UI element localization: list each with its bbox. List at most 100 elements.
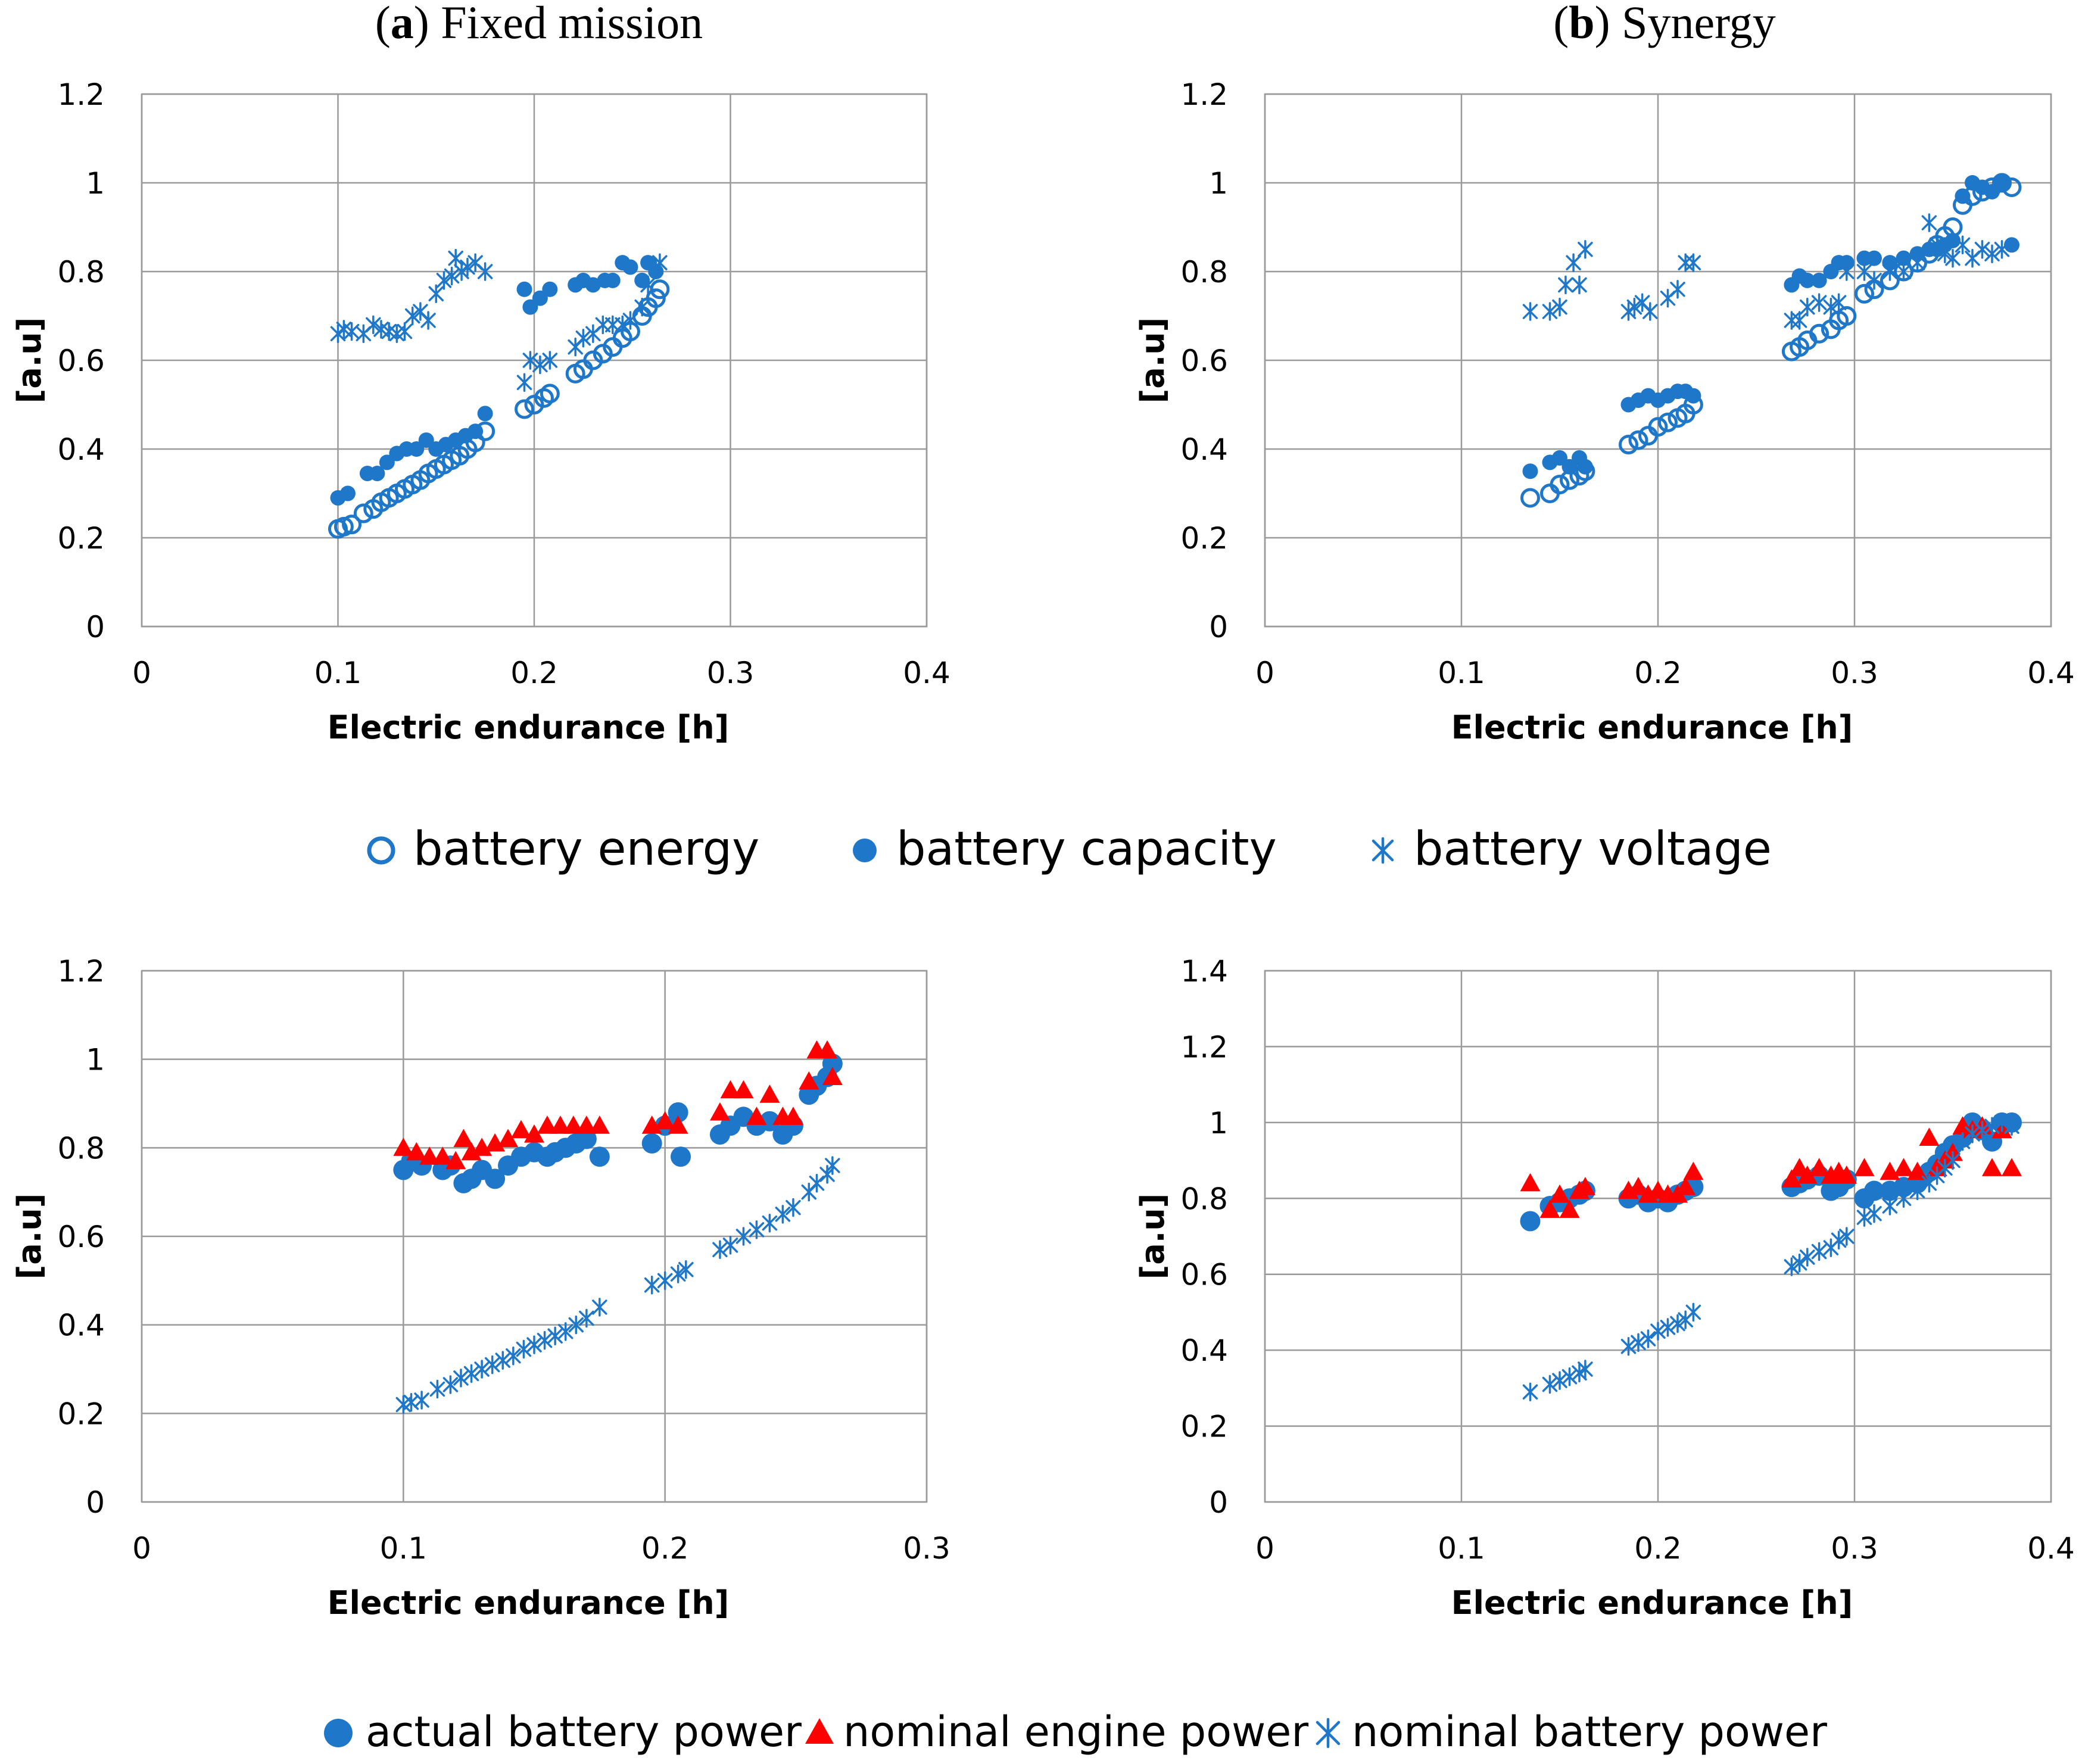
x-tick-label: 0.2 bbox=[510, 656, 558, 690]
data-point-triangle bbox=[1550, 1184, 1570, 1203]
x-tick-label: 0.3 bbox=[1831, 656, 1878, 690]
x-tick-label: 0.1 bbox=[1438, 656, 1485, 690]
data-point-star bbox=[1670, 280, 1685, 299]
data-point-triangle bbox=[668, 1115, 688, 1134]
x-tick-label: 0.4 bbox=[2027, 1531, 2075, 1566]
data-point-filled-circle bbox=[1520, 1211, 1541, 1232]
data-point-star bbox=[547, 1326, 563, 1345]
data-point-triangle bbox=[524, 1124, 544, 1143]
legend-filled-circle-marker bbox=[324, 1719, 353, 1747]
data-point-filled-circle bbox=[671, 1146, 691, 1167]
legend-bottom-item-nominal-battery: nominal battery power bbox=[1316, 1707, 1827, 1756]
data-point-triangle bbox=[1919, 1127, 1940, 1146]
data-point-star bbox=[429, 1379, 445, 1399]
data-point-star bbox=[762, 1213, 778, 1233]
x-tick-label: 0 bbox=[1255, 1531, 1274, 1566]
data-point-star bbox=[1784, 1257, 1800, 1276]
data-point-triangle bbox=[759, 1084, 780, 1103]
data-point-star bbox=[1791, 311, 1807, 330]
data-point-star bbox=[1921, 213, 1937, 232]
data-point-star bbox=[495, 1351, 511, 1370]
data-point-star bbox=[420, 311, 436, 330]
y-tick-label: 1.2 bbox=[57, 954, 105, 989]
legend-star-marker bbox=[1316, 1718, 1341, 1749]
y-tick-label: 0.6 bbox=[1180, 1258, 1228, 1292]
data-point-star bbox=[1620, 1337, 1637, 1356]
data-point-star bbox=[1839, 262, 1855, 281]
data-point-triangle bbox=[746, 1107, 767, 1125]
x-tick-label: 0 bbox=[132, 656, 151, 690]
data-point-triangle bbox=[1982, 1158, 2002, 1176]
data-point-triangle bbox=[1797, 1165, 1818, 1184]
data-point-open-circle bbox=[353, 503, 373, 523]
data-point-triangle bbox=[1675, 1177, 1696, 1195]
data-point-star bbox=[453, 1369, 469, 1388]
legend-top-label-voltage: battery voltage bbox=[1414, 822, 1772, 876]
legend-top-label-energy: battery energy bbox=[413, 822, 759, 876]
data-point-open-circle bbox=[342, 515, 362, 535]
legend-bottom-item-engine: nominal engine power bbox=[805, 1707, 1308, 1756]
data-point-star bbox=[652, 253, 668, 272]
legend-bottom-label-actual: actual battery power bbox=[366, 1707, 802, 1756]
data-point-star bbox=[557, 1322, 574, 1341]
panel-b-title-letter: b bbox=[1569, 0, 1594, 48]
x-axis-label: Electric endurance [h] bbox=[1451, 709, 1853, 746]
data-point-star bbox=[1955, 1132, 1971, 1151]
legend-star-marker bbox=[1372, 837, 1394, 864]
panel-b-title: (b) Synergy bbox=[1553, 0, 1775, 48]
data-point-triangle bbox=[1539, 1199, 1560, 1218]
data-point-star bbox=[537, 1330, 553, 1350]
data-point-star bbox=[516, 373, 532, 392]
data-point-star bbox=[568, 1315, 584, 1335]
x-tick-label: 0 bbox=[132, 1531, 151, 1566]
data-point-open-circle bbox=[1619, 435, 1638, 455]
data-point-star bbox=[484, 1355, 500, 1375]
data-point-filled-circle bbox=[1984, 183, 2000, 200]
y-tick-label: 0.2 bbox=[57, 1397, 105, 1431]
data-point-star bbox=[1831, 1230, 1847, 1250]
data-point-filled-circle bbox=[1799, 272, 1815, 288]
data-point-star bbox=[1984, 244, 2000, 263]
series-battery-voltage bbox=[1522, 213, 2010, 330]
data-point-star bbox=[1909, 1181, 1925, 1201]
x-tick-label: 0.2 bbox=[1634, 1531, 1682, 1566]
data-point-star bbox=[1642, 302, 1658, 321]
data-point-open-circle bbox=[593, 344, 613, 364]
data-point-triangle bbox=[406, 1142, 427, 1161]
data-point-filled-circle bbox=[369, 465, 385, 481]
data-point-open-circle bbox=[1837, 306, 1857, 326]
data-point-star bbox=[712, 1240, 728, 1260]
y-tick-label: 0.8 bbox=[57, 255, 105, 289]
y-axis-label: [a.u] bbox=[1134, 1193, 1171, 1280]
data-point-triangle bbox=[576, 1115, 597, 1134]
series-nominal-battery-power bbox=[1522, 1113, 2019, 1401]
data-point-triangle bbox=[783, 1107, 803, 1125]
legend-open-circle-marker bbox=[367, 836, 395, 865]
data-point-filled-circle bbox=[339, 485, 356, 501]
data-point-filled-circle bbox=[576, 1129, 597, 1149]
data-point-triangle bbox=[709, 1102, 730, 1121]
data-point-star bbox=[1965, 1124, 1980, 1143]
legend-top-label-capacity: battery capacity bbox=[896, 822, 1277, 876]
data-point-star bbox=[1572, 275, 1587, 295]
y-tick-label: 1.4 bbox=[1180, 954, 1228, 989]
data-point-star bbox=[678, 1260, 694, 1279]
data-point-triangle bbox=[1559, 1199, 1580, 1218]
data-point-open-circle bbox=[1855, 283, 1874, 304]
x-axis-label: Electric endurance [h] bbox=[1451, 1584, 1853, 1622]
data-point-star bbox=[1791, 1253, 1807, 1273]
data-point-star bbox=[1866, 271, 1882, 290]
data-point-star bbox=[657, 1271, 673, 1291]
data-point-triangle bbox=[817, 1040, 838, 1059]
y-tick-label: 0.4 bbox=[57, 1308, 105, 1343]
data-point-star bbox=[644, 1276, 660, 1295]
legend-bottom-item-actual: actual battery power bbox=[324, 1707, 802, 1756]
chart-panel-b: 0 0.2 0.4 0.6 0.8 1 1.2 0 0.1 0.2 0.3 0.4 Electric e… bbox=[1134, 77, 2075, 746]
y-tick-label: 0.6 bbox=[1180, 344, 1228, 378]
y-tick-label: 0.4 bbox=[57, 432, 105, 467]
data-point-star bbox=[1552, 1371, 1567, 1390]
panel-a-title-text: Fixed mission bbox=[429, 0, 703, 48]
data-point-triangle bbox=[654, 1111, 675, 1130]
data-point-star bbox=[460, 257, 475, 277]
